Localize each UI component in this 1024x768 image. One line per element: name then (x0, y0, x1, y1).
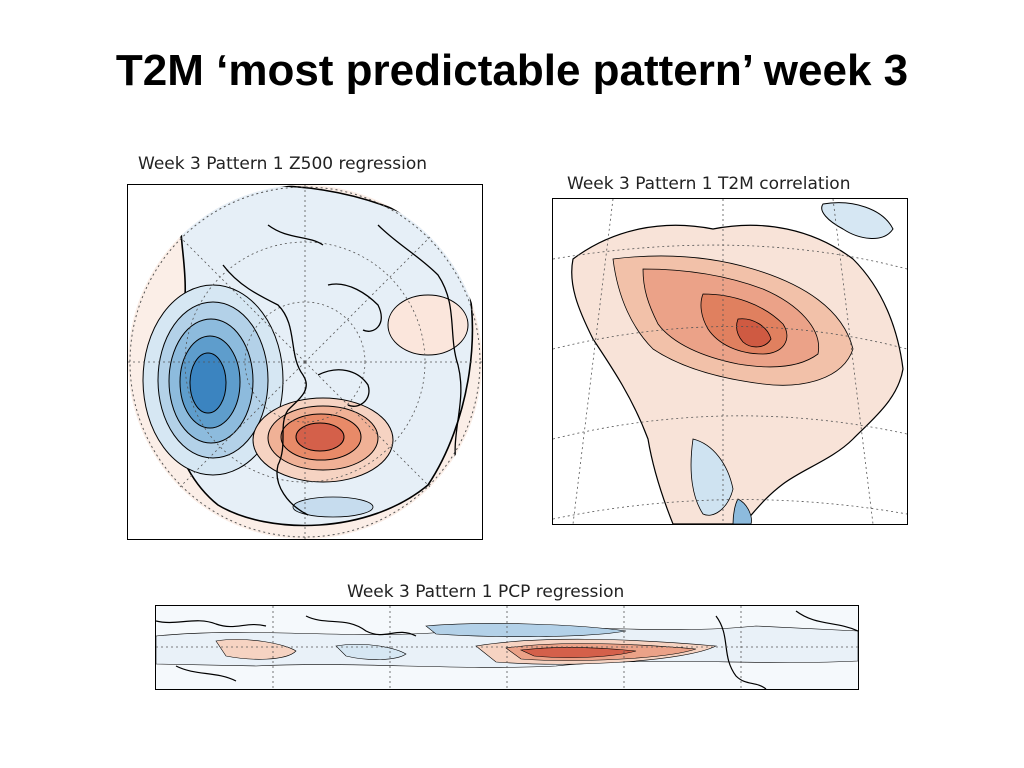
z500-polar-map (127, 184, 483, 540)
z500-panel-title: Week 3 Pattern 1 Z500 regression (138, 154, 428, 174)
t2m-panel-title: Week 3 Pattern 1 T2M correlation (567, 174, 851, 194)
pcp-tropical-map (155, 605, 859, 690)
slide-title: T2M ‘most predictable pattern’ week 3 (115, 46, 909, 95)
pcp-panel-title: Week 3 Pattern 1 PCP regression (347, 582, 625, 602)
t2m-north-america-map (552, 198, 908, 525)
